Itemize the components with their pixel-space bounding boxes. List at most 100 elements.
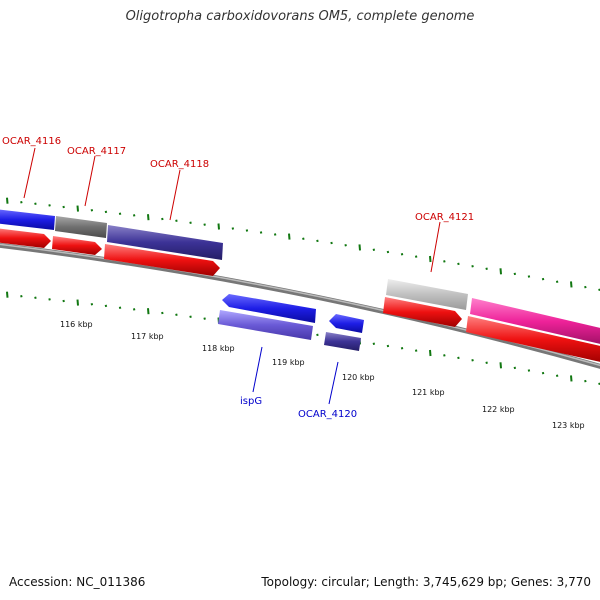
scale-label-118: 118 kbp — [202, 344, 235, 353]
leader-ocar-4117 — [84, 155, 96, 207]
inner-minor-tick — [189, 315, 192, 318]
outer-minor-tick — [513, 272, 517, 276]
map-title: Oligotropha carboxidovorans OM5, complet… — [125, 9, 475, 24]
cds-ocar-4120[interactable] — [324, 332, 361, 351]
outer-minor-tick — [118, 212, 122, 215]
label-ocar-4120: OCAR_4120 — [298, 409, 357, 420]
inner-major-tick — [499, 362, 502, 369]
outer-major-tick — [429, 255, 432, 263]
accession-text: Accession: NC_011386 — [9, 575, 146, 589]
outer-major-tick — [217, 223, 220, 230]
leader-ocar-4118 — [169, 169, 181, 221]
outer-major-tick — [358, 244, 361, 251]
inner-minor-tick — [203, 317, 206, 320]
inner-minor-tick — [527, 369, 531, 372]
outer-minor-tick — [414, 255, 418, 258]
gene-ocar-4121[interactable] — [386, 279, 468, 310]
inner-minor-tick — [485, 361, 488, 365]
outer-major-tick — [76, 205, 79, 212]
inner-minor-tick — [555, 374, 559, 377]
outer-minor-tick — [555, 280, 559, 283]
label-ocar-4118: OCAR_4118 — [150, 159, 209, 170]
outer-minor-tick — [527, 275, 531, 278]
outer-minor-tick — [20, 200, 23, 204]
outer-major-tick — [6, 197, 9, 204]
inner-major-tick — [76, 299, 79, 306]
leader-ocar-4120 — [328, 361, 339, 405]
topology-text: Topology: circular; Length: 3,745,629 bp… — [261, 575, 591, 589]
outer-major-tick — [147, 214, 150, 221]
inner-minor-tick — [104, 304, 108, 308]
label-ocar-4116: OCAR_4116 — [2, 136, 61, 147]
gene-ocar-4116[interactable] — [0, 209, 55, 230]
label-ocar-4121: OCAR_4121 — [415, 212, 474, 223]
outer-minor-tick — [302, 237, 305, 240]
outer-minor-tick — [34, 202, 37, 206]
outer-minor-tick — [273, 233, 277, 236]
label-ocar-4117: OCAR_4117 — [67, 146, 126, 157]
outer-tick-row — [6, 197, 600, 292]
inner-minor-tick — [20, 294, 23, 298]
inner-minor-tick — [175, 313, 178, 317]
inner-minor-tick — [414, 349, 418, 352]
inner-minor-tick — [457, 356, 460, 360]
cds-ocar-4118[interactable] — [104, 244, 220, 276]
gene-ispg[interactable] — [222, 294, 316, 323]
outer-minor-tick — [330, 241, 333, 245]
inner-minor-tick — [386, 344, 390, 348]
gene-ocar-4118[interactable] — [107, 225, 223, 260]
outer-minor-tick — [245, 229, 249, 232]
cds-ocar-4121[interactable] — [383, 297, 462, 327]
outer-minor-tick — [541, 277, 545, 281]
outer-minor-tick — [443, 260, 446, 263]
scale-label-120: 120 kbp — [342, 373, 375, 382]
outer-minor-tick — [62, 205, 65, 209]
leader-ocar-4116 — [23, 147, 36, 199]
inner-major-tick — [570, 375, 573, 382]
outer-minor-tick — [48, 204, 51, 207]
outer-minor-tick — [132, 214, 136, 217]
cds-ocar-4116[interactable] — [0, 228, 51, 248]
inner-minor-tick — [372, 342, 376, 345]
inner-minor-tick — [443, 354, 446, 357]
outer-minor-tick — [161, 217, 164, 221]
cds-ocar-4117[interactable] — [52, 236, 102, 255]
outer-minor-tick — [189, 221, 192, 224]
inner-minor-tick — [62, 299, 65, 303]
outer-minor-tick — [584, 285, 587, 289]
inner-major-tick — [147, 308, 150, 315]
cds-right[interactable] — [466, 316, 600, 363]
outer-minor-tick — [90, 208, 94, 212]
inner-minor-tick — [541, 371, 545, 375]
gene-ocar-4117[interactable] — [55, 216, 107, 238]
inner-major-tick — [429, 349, 432, 357]
leader-ispg — [252, 346, 263, 393]
scale-label-116: 116 kbp — [60, 320, 93, 329]
inner-minor-tick — [48, 298, 51, 301]
outer-minor-tick — [316, 239, 319, 243]
inner-minor-tick — [584, 379, 587, 383]
outer-minor-tick — [400, 253, 404, 256]
outer-minor-tick — [457, 262, 460, 266]
outer-major-tick — [499, 268, 502, 275]
cds-ispg[interactable] — [218, 310, 313, 340]
gene-pink[interactable] — [470, 298, 600, 345]
inner-minor-tick — [132, 308, 136, 311]
inner-major-tick — [6, 291, 9, 298]
inner-minor-tick — [400, 347, 404, 350]
outer-minor-tick — [231, 227, 235, 230]
outer-minor-tick — [471, 265, 474, 268]
scale-label-123: 123 kbp — [552, 421, 585, 430]
outer-minor-tick — [485, 267, 488, 271]
inner-minor-tick — [161, 311, 164, 315]
outer-minor-tick — [344, 243, 347, 247]
outer-minor-tick — [386, 250, 390, 254]
label-ispg: ispG — [240, 396, 262, 407]
inner-minor-tick — [34, 296, 37, 300]
outer-minor-tick — [372, 248, 376, 251]
gene-ocar-4120[interactable] — [329, 314, 364, 333]
leader-ocar-4121 — [430, 221, 441, 273]
genome-backbone — [0, 242, 600, 369]
outer-major-tick — [570, 281, 573, 288]
